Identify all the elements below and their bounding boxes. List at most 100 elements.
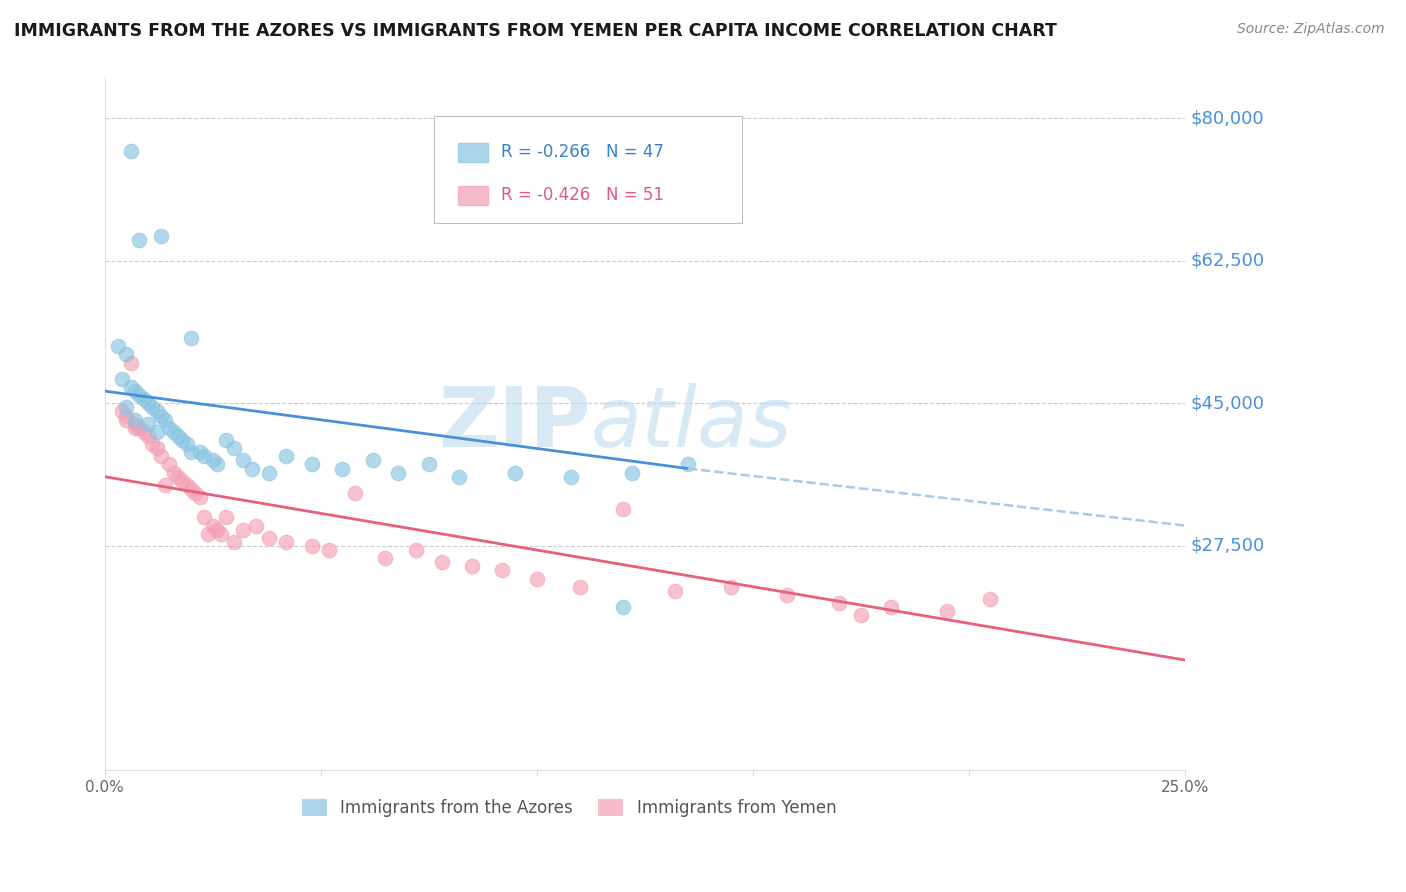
Point: [149, 450, 172, 464]
Point: [159, 458, 181, 472]
Point: [344, 486, 367, 500]
Point: [849, 608, 872, 623]
Point: [828, 596, 851, 610]
Text: ZIP: ZIP: [439, 384, 591, 464]
Point: [418, 458, 440, 472]
Point: [232, 523, 254, 537]
Point: [180, 482, 202, 496]
Point: [136, 396, 159, 410]
Text: R = -0.266   N = 47: R = -0.266 N = 47: [501, 144, 664, 161]
Point: [214, 510, 236, 524]
Point: [159, 421, 181, 435]
Point: [111, 372, 134, 386]
Point: [560, 469, 582, 483]
Point: [163, 425, 186, 439]
Text: R = -0.426   N = 51: R = -0.426 N = 51: [501, 186, 664, 204]
Point: [205, 458, 228, 472]
Point: [124, 421, 146, 435]
Point: [240, 461, 263, 475]
Point: [167, 429, 190, 443]
Point: [115, 409, 138, 423]
Point: [257, 531, 280, 545]
Point: [136, 429, 159, 443]
Point: [503, 466, 526, 480]
Point: [176, 478, 198, 492]
Point: [111, 404, 134, 418]
Point: [205, 523, 228, 537]
Point: [387, 466, 409, 480]
Point: [188, 445, 211, 459]
Point: [149, 229, 172, 244]
Point: [197, 526, 219, 541]
Point: [172, 433, 194, 447]
Point: [145, 441, 167, 455]
Point: [115, 347, 138, 361]
FancyBboxPatch shape: [458, 143, 488, 162]
Point: [141, 437, 163, 451]
Point: [491, 563, 513, 577]
Point: [201, 453, 224, 467]
Point: [318, 543, 340, 558]
Point: [115, 401, 138, 415]
Point: [979, 591, 1001, 606]
Point: [128, 234, 150, 248]
Text: $80,000: $80,000: [1189, 109, 1264, 128]
FancyBboxPatch shape: [458, 186, 488, 205]
Point: [612, 600, 634, 615]
Point: [193, 450, 215, 464]
Point: [128, 388, 150, 402]
Point: [193, 510, 215, 524]
Point: [664, 583, 686, 598]
Point: [172, 474, 194, 488]
FancyBboxPatch shape: [434, 116, 742, 223]
Point: [188, 490, 211, 504]
Point: [720, 580, 742, 594]
Point: [145, 404, 167, 418]
Point: [124, 412, 146, 426]
Point: [301, 458, 323, 472]
Point: [776, 588, 799, 602]
Point: [568, 580, 591, 594]
Point: [132, 425, 155, 439]
Point: [153, 478, 176, 492]
Point: [361, 453, 384, 467]
Point: [430, 555, 453, 569]
Text: $45,000: $45,000: [1189, 394, 1264, 412]
Point: [526, 572, 548, 586]
Point: [180, 331, 202, 345]
Point: [612, 502, 634, 516]
Point: [257, 466, 280, 480]
Point: [276, 450, 298, 464]
Legend: Immigrants from the Azores, Immigrants from Yemen: Immigrants from the Azores, Immigrants f…: [295, 792, 842, 824]
Point: [136, 417, 159, 431]
Point: [301, 539, 323, 553]
Point: [184, 486, 207, 500]
Point: [447, 469, 470, 483]
Point: [330, 461, 353, 475]
Text: Source: ZipAtlas.com: Source: ZipAtlas.com: [1237, 22, 1385, 37]
Point: [209, 526, 232, 541]
Point: [124, 417, 146, 431]
Point: [201, 518, 224, 533]
Point: [145, 425, 167, 439]
Point: [163, 466, 186, 480]
Point: [167, 469, 190, 483]
Point: [461, 559, 484, 574]
Point: [374, 551, 396, 566]
Text: $62,500: $62,500: [1189, 252, 1264, 269]
Point: [132, 392, 155, 407]
Point: [224, 441, 246, 455]
Point: [120, 380, 142, 394]
Point: [120, 356, 142, 370]
Point: [153, 412, 176, 426]
Point: [149, 409, 172, 423]
Point: [128, 421, 150, 435]
Point: [180, 445, 202, 459]
Point: [936, 604, 959, 618]
Point: [676, 458, 699, 472]
Point: [880, 600, 903, 615]
Text: $27,500: $27,500: [1189, 537, 1264, 555]
Text: IMMIGRANTS FROM THE AZORES VS IMMIGRANTS FROM YEMEN PER CAPITA INCOME CORRELATIO: IMMIGRANTS FROM THE AZORES VS IMMIGRANTS…: [14, 22, 1057, 40]
Point: [224, 534, 246, 549]
Point: [107, 339, 129, 353]
